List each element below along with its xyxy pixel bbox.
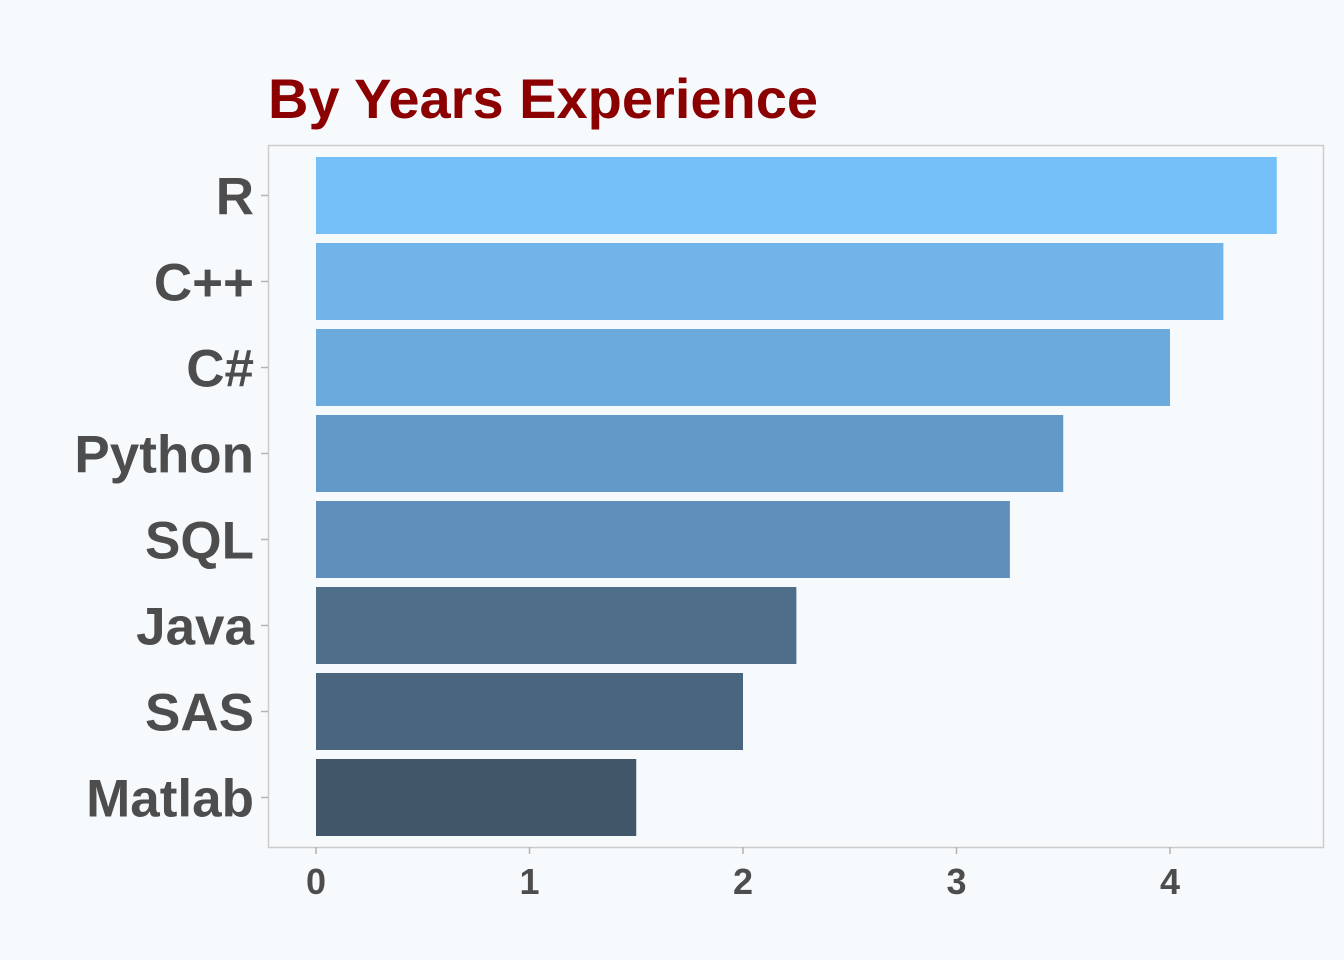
bar-sql: [316, 501, 1010, 578]
bars-group: [316, 157, 1277, 836]
x-tick-label-1: 1: [519, 861, 539, 902]
bar-cplusplus: [316, 243, 1224, 320]
bar-matlab: [316, 759, 637, 836]
bar-python: [316, 415, 1064, 492]
x-axis: 0 1 2 3 4: [306, 847, 1180, 902]
x-tick-label-2: 2: [733, 861, 753, 902]
y-tick-label-cplusplus: C++: [154, 254, 254, 313]
y-tick-label-java: Java: [136, 598, 254, 657]
x-tick-label-4: 4: [1160, 861, 1180, 902]
y-tick-label-r: R: [216, 168, 254, 227]
y-tick-label-matlab: Matlab: [86, 770, 254, 829]
y-tick-label-sql: SQL: [145, 512, 254, 571]
chart-title: By Years Experience: [268, 67, 818, 130]
bar-sas: [316, 673, 743, 750]
x-tick-label-0: 0: [306, 861, 326, 902]
bar-java: [316, 587, 797, 664]
y-tick-label-python: Python: [74, 426, 254, 485]
y-tick-label-csharp: C#: [186, 340, 254, 399]
plot-panel: [267, 144, 1325, 849]
y-tick-label-sas: SAS: [145, 684, 254, 743]
x-tick-label-3: 3: [946, 861, 966, 902]
bar-r: [316, 157, 1277, 234]
bar-csharp: [316, 329, 1170, 406]
y-axis: R C++ C# Python SQL Java SAS Matlab: [74, 168, 268, 829]
